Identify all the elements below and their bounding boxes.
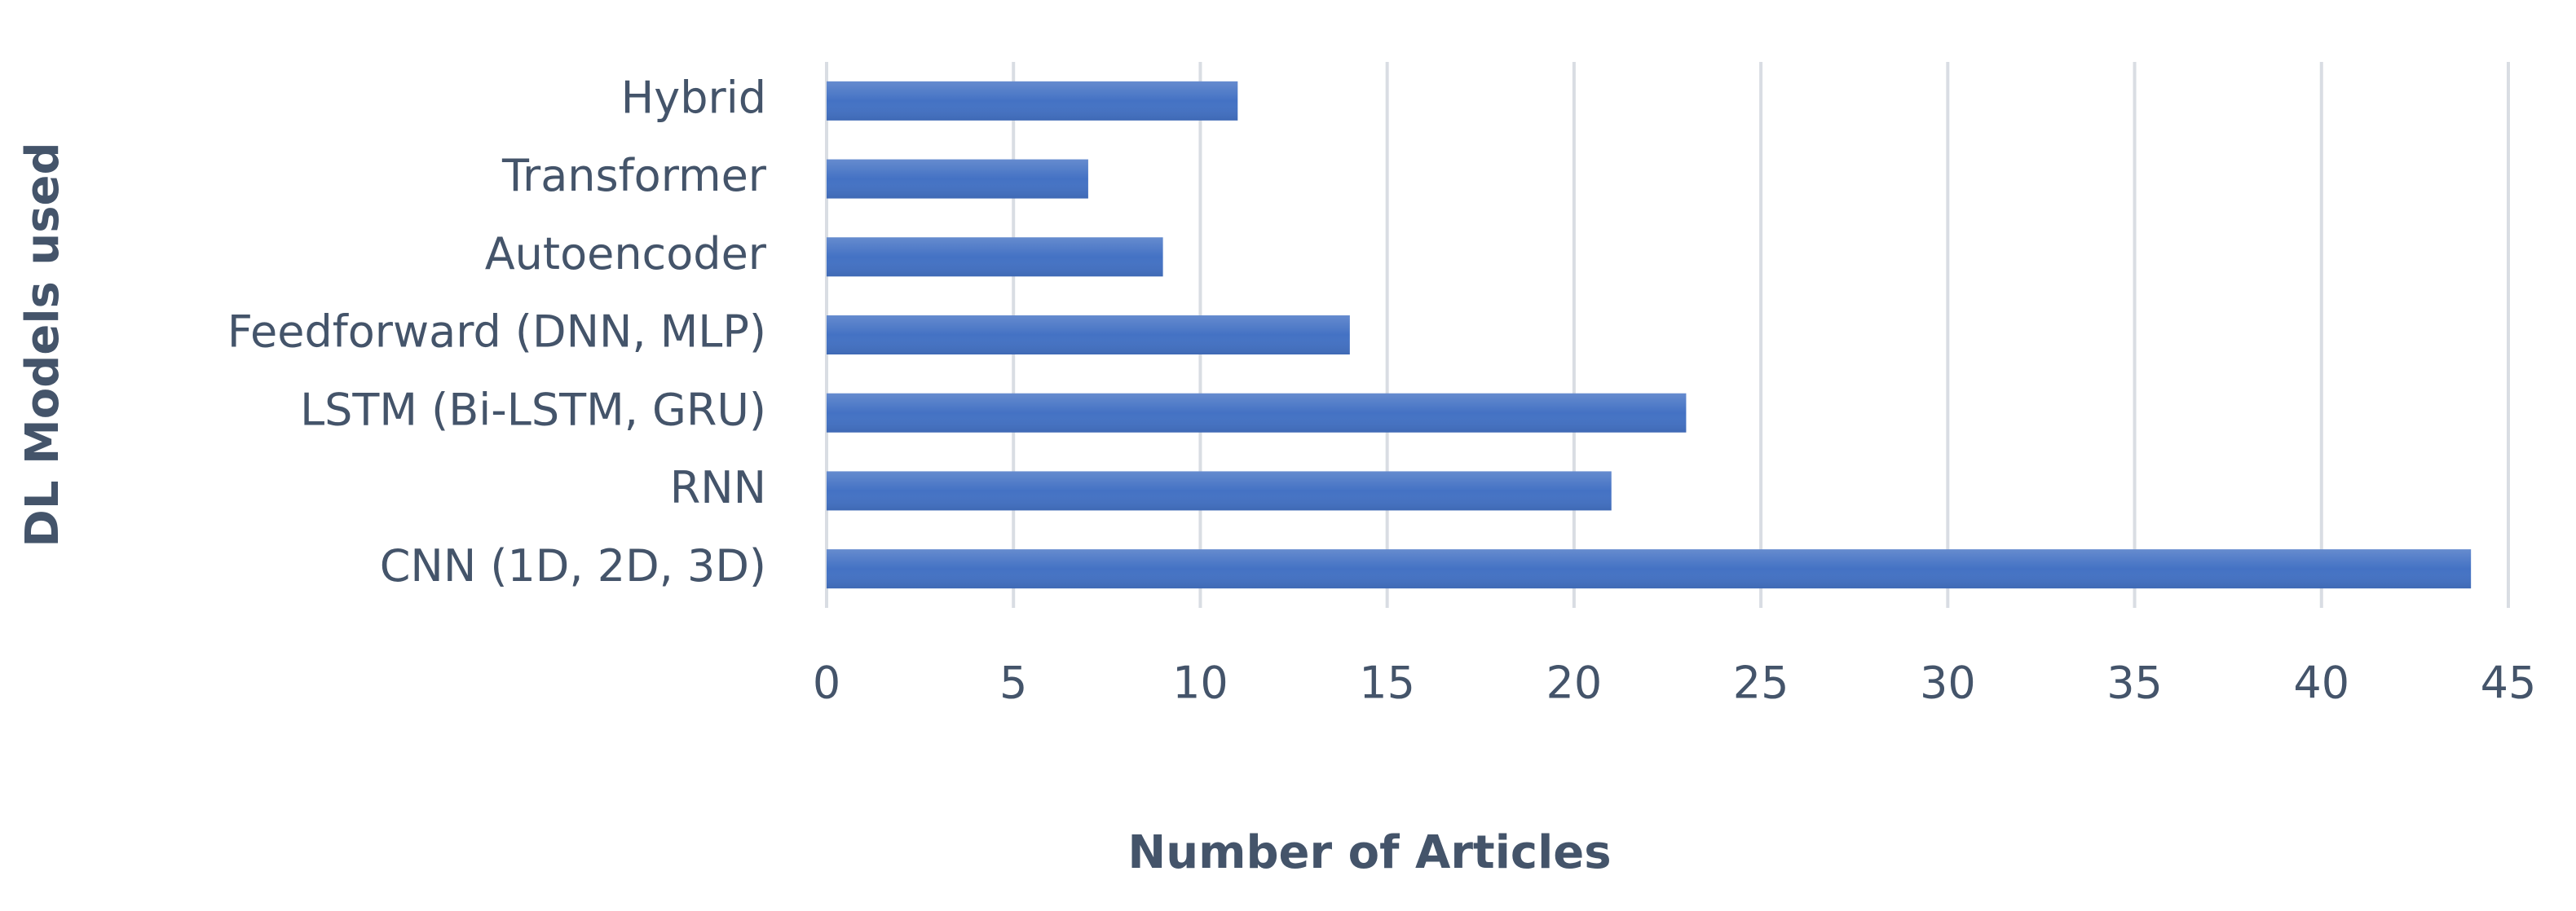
- bar-shade: [827, 393, 1687, 433]
- y-tick-label: Transformer: [501, 150, 767, 201]
- y-tick-label: Hybrid: [621, 72, 766, 123]
- x-tick-label: 10: [1172, 658, 1228, 709]
- x-tick-label: 20: [1546, 658, 1603, 709]
- bar-shade: [827, 159, 1088, 199]
- x-tick-label: 45: [2481, 658, 2537, 709]
- x-tick-label: 35: [2106, 658, 2163, 709]
- y-axis-title: DL Models used: [16, 142, 69, 547]
- x-tick-label: 25: [1733, 658, 1789, 709]
- bar-shade: [827, 549, 2472, 589]
- y-tick-label: Autoencoder: [485, 228, 767, 279]
- y-tick-label: LSTM (Bi-LSTM, GRU): [300, 384, 766, 435]
- x-tick-label: 5: [999, 658, 1027, 709]
- x-tick-label: 0: [813, 658, 840, 709]
- x-tick-label: 30: [1920, 658, 1976, 709]
- bar-shade: [827, 81, 1238, 121]
- x-tick-label: 15: [1359, 658, 1415, 709]
- bar-shade: [827, 471, 1612, 511]
- x-tick-label: 40: [2293, 658, 2349, 709]
- bar-shade: [827, 315, 1350, 354]
- y-tick-label: Feedforward (DNN, MLP): [227, 306, 766, 358]
- y-tick-label: RNN: [670, 462, 766, 513]
- bar-shade: [827, 237, 1163, 277]
- y-tick-label: CNN (1D, 2D, 3D): [380, 540, 766, 592]
- x-axis-title: Number of Articles: [1127, 826, 1611, 879]
